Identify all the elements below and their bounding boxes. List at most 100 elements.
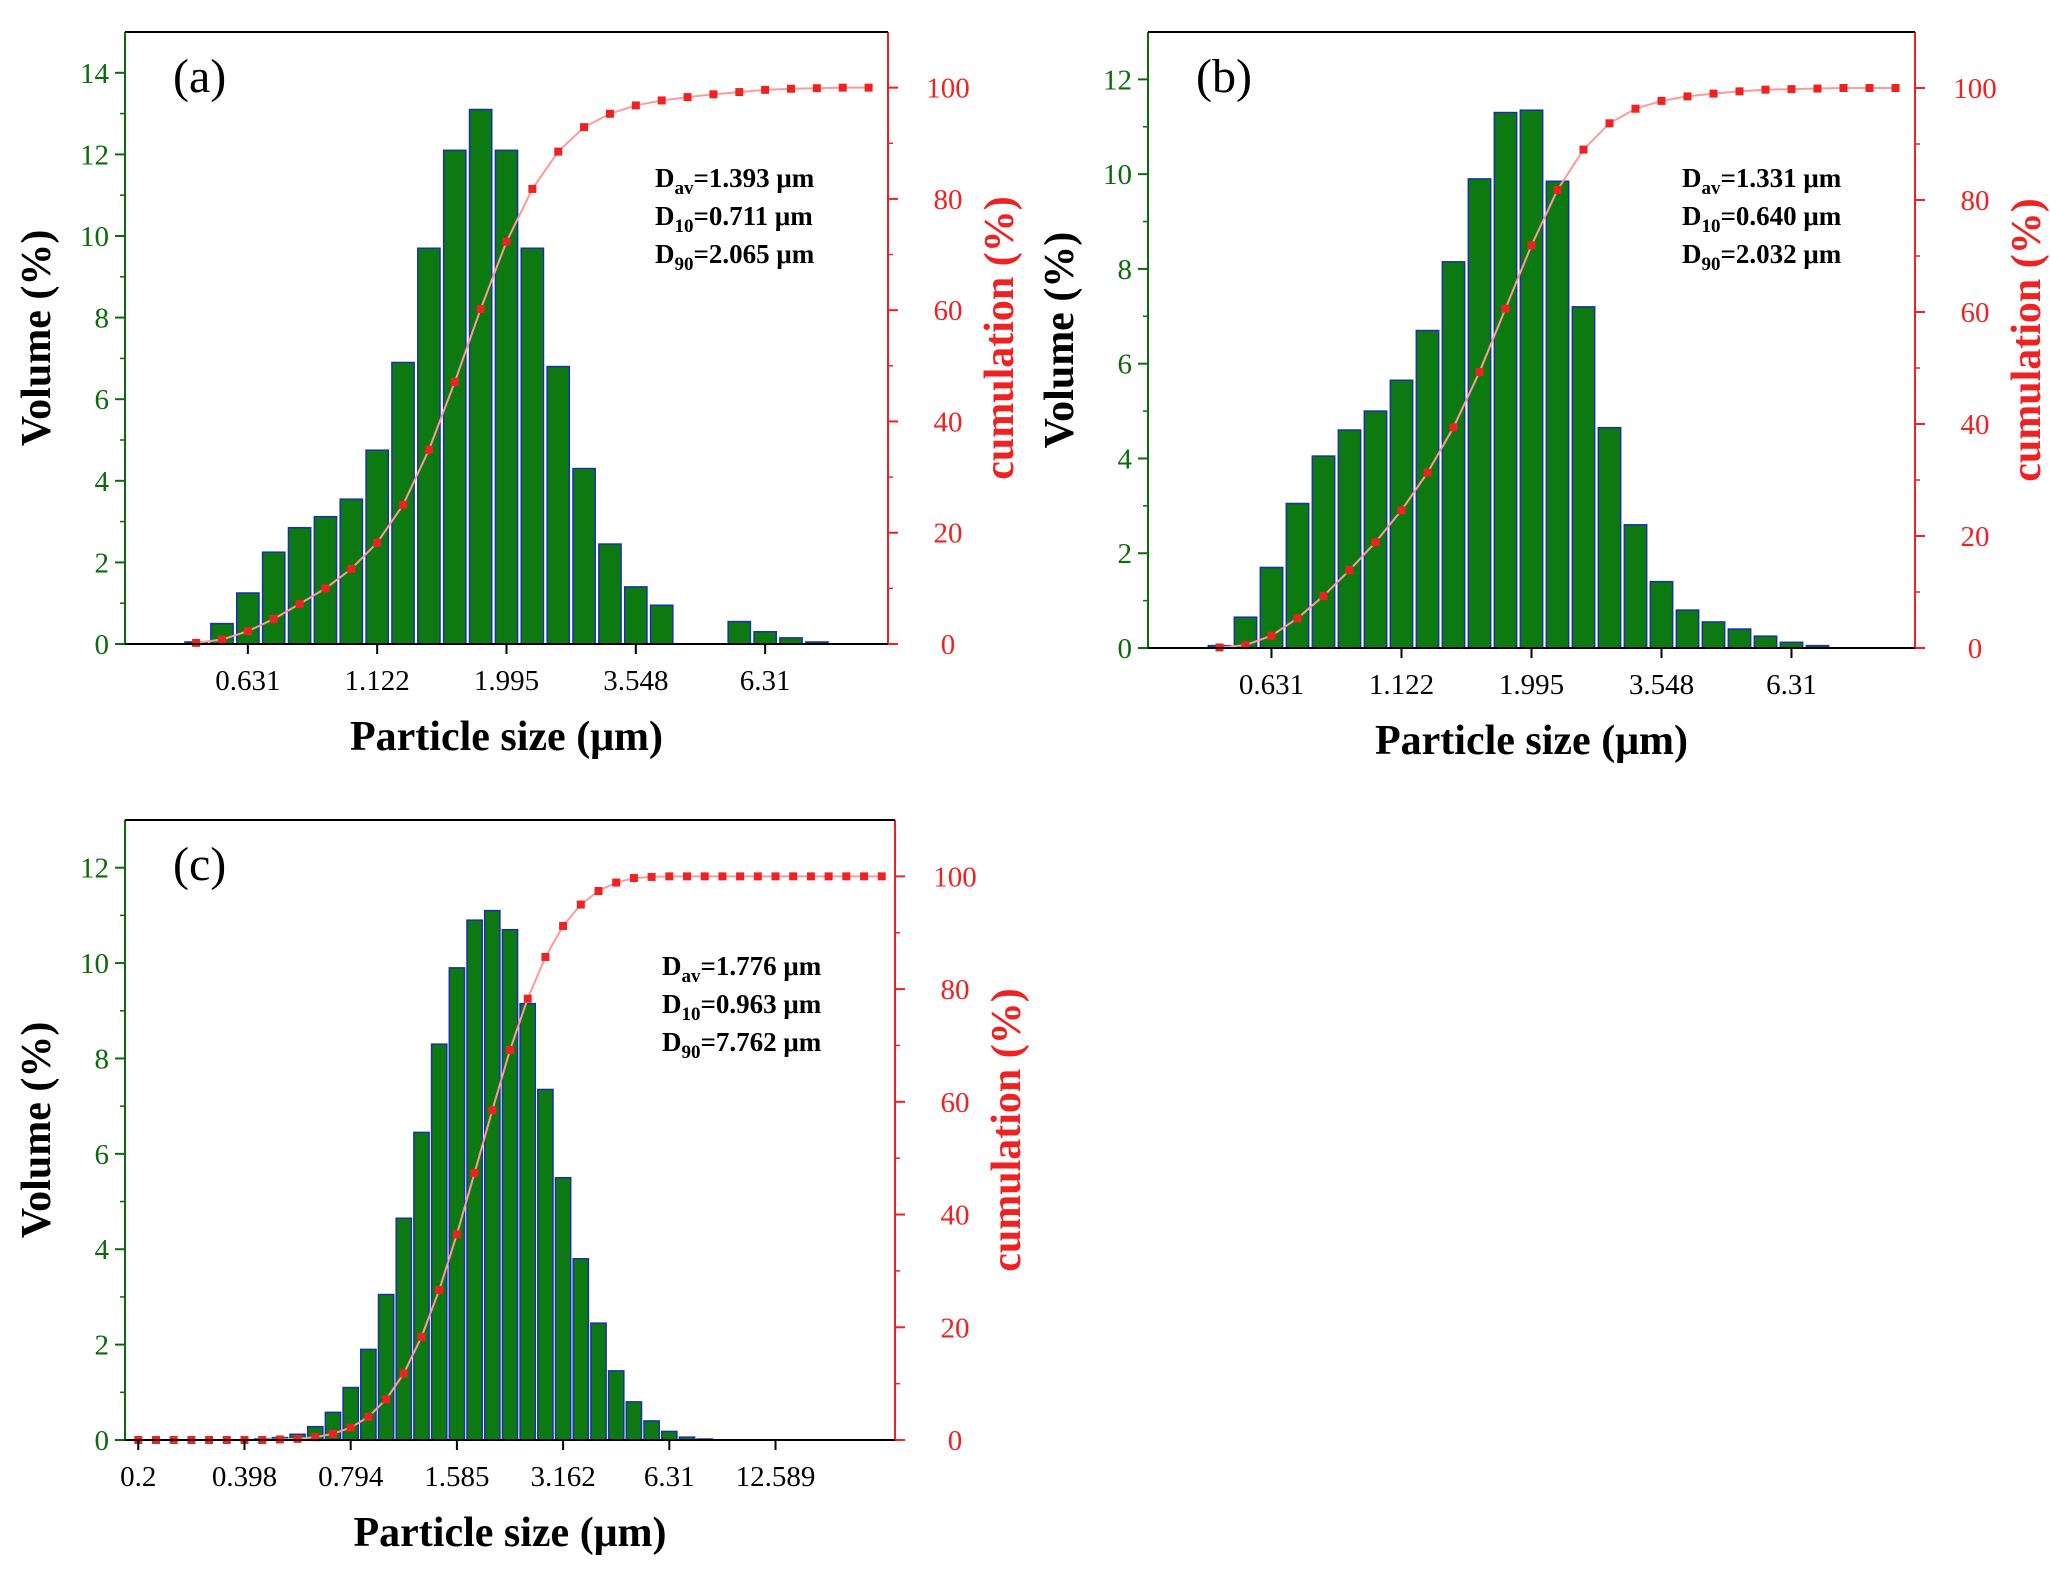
right-tick-label: 80: [941, 974, 970, 1006]
anno-subscript: 90: [1702, 254, 1721, 275]
left-tick-label: 8: [95, 303, 110, 335]
bar: [537, 1088, 554, 1441]
cumulative-point: [1267, 631, 1276, 640]
anno-subscript: 10: [1702, 216, 1721, 237]
y-axis-title: Volume (%): [14, 1022, 60, 1239]
bar: [1649, 580, 1674, 649]
bar: [554, 1176, 572, 1441]
cumulative-point: [1449, 423, 1458, 432]
bar: [468, 108, 493, 645]
bar: [1727, 628, 1752, 649]
cumulative-point: [476, 305, 485, 314]
cumulative-point: [838, 83, 847, 92]
bar: [643, 1420, 660, 1441]
anno-symbol: D: [1682, 239, 1702, 269]
cumulative-point: [559, 921, 568, 930]
cumulative-point: [647, 872, 656, 881]
left-tick-label: 12: [80, 853, 109, 885]
left-tick-label: 0: [1118, 633, 1133, 665]
cumulative-point: [399, 1369, 408, 1378]
cumulative-point: [824, 872, 833, 881]
cumulative-point: [683, 93, 692, 102]
left-tick-label: 6: [95, 1139, 110, 1171]
cumulative-point: [541, 952, 550, 961]
cumulative-point: [328, 1429, 337, 1438]
anno-symbol: D: [662, 951, 682, 981]
anno-value: =1.393 μm: [694, 163, 815, 193]
bar: [572, 467, 596, 645]
bar: [590, 1322, 607, 1441]
cumulative-point: [718, 872, 727, 881]
cumulative-point: [1319, 591, 1328, 600]
anno-subscript: av: [682, 966, 702, 987]
cumulative-point: [243, 627, 252, 636]
chart-panel-a: 0 2 4 6 8 10 12 14 0 20 40 60 80 100 0.631 1.122 1.995 3.…: [14, 31, 1023, 760]
left-tick-label: 4: [95, 1234, 110, 1266]
anno-value: =2.065 μm: [694, 239, 815, 269]
cumulative-point: [364, 1412, 373, 1421]
cumulative-point: [1865, 84, 1874, 92]
right-tick-label: 40: [941, 1200, 970, 1232]
right-tick-label: 20: [1961, 521, 1990, 553]
bar: [1519, 109, 1544, 649]
left-tick-label: 8: [1118, 254, 1133, 286]
x-tick-label: 6.31: [644, 1461, 695, 1493]
left-tick-label: 0: [95, 1425, 110, 1457]
x-tick-label: 3.548: [1629, 669, 1694, 701]
bar: [625, 1401, 643, 1441]
x-tick-label: 1.122: [1369, 669, 1434, 701]
cumulative-point: [753, 872, 762, 881]
anno-subscript: av: [1702, 178, 1722, 199]
x-tick-label: 1.585: [424, 1461, 489, 1493]
bar: [483, 909, 501, 1441]
cumulative-point: [1527, 241, 1536, 250]
cumulative-point: [576, 900, 585, 909]
cumulative-point: [806, 872, 815, 881]
cumulative-point: [594, 887, 603, 896]
bar: [466, 919, 483, 1441]
anno-value: =7.762 μm: [701, 1027, 822, 1057]
y-axis-title: Volume (%): [14, 230, 60, 447]
x-tick-label: 1.995: [474, 665, 539, 697]
bar: [442, 149, 467, 645]
x-tick-label: 1.122: [345, 665, 410, 697]
bar: [1311, 455, 1336, 649]
left-tick-label: 10: [1103, 159, 1132, 191]
left-tick-label: 8: [95, 1043, 110, 1075]
left-tick-label: 10: [80, 948, 109, 980]
cumulative-point: [580, 123, 589, 132]
cumulative-point: [812, 84, 821, 93]
cumulative-point: [502, 237, 511, 246]
cumulative-point: [1735, 87, 1744, 96]
bar: [235, 592, 260, 645]
chart-panel-b: 0 2 4 6 8 10 12 0 20 40 60 80 100 0.631 1.122 1.995 3.54…: [1037, 31, 2050, 764]
x-tick-label: 0.631: [1239, 669, 1304, 701]
cumulative-point: [269, 614, 278, 623]
cumulative-point: [1631, 104, 1640, 113]
bar: [660, 1430, 678, 1441]
x-tick-label: 0.794: [318, 1461, 384, 1493]
left-tick-label: 10: [80, 221, 109, 253]
bar: [1363, 410, 1388, 649]
cumulative-point: [1579, 145, 1588, 154]
bar: [365, 449, 390, 645]
right-tick-label: 20: [934, 518, 963, 550]
left-tick-label: 14: [80, 58, 110, 90]
x-tick-label: 6.31: [1766, 669, 1817, 701]
anno-subscript: 90: [682, 1042, 701, 1063]
x-tick-label: 6.31: [740, 665, 791, 697]
left-tick-label: 12: [80, 139, 109, 171]
cumulative-point: [1891, 84, 1900, 92]
cumulative-point: [665, 872, 674, 881]
d-annotation: D90=2.032 μm: [1682, 239, 1842, 275]
bar: [430, 1043, 448, 1441]
left-tick-label: 2: [1118, 538, 1133, 570]
left-tick-label: 12: [1103, 64, 1132, 96]
bar: [501, 928, 519, 1441]
cumulative-point: [736, 872, 745, 881]
y-right-axis-title: cumulation (%): [977, 196, 1023, 480]
d-annotation: Dav=1.776 μm: [662, 951, 822, 987]
right-tick-label: 80: [934, 184, 963, 216]
bar: [377, 1293, 395, 1441]
